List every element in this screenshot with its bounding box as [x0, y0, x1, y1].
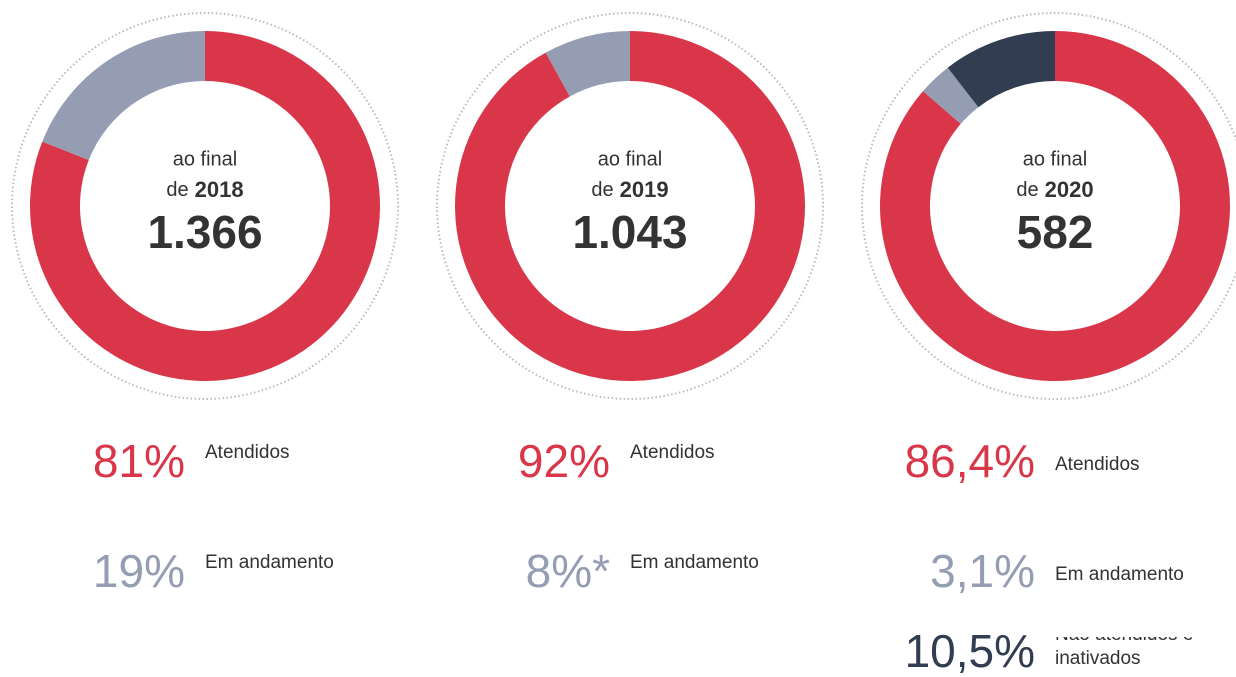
dotted-ring	[861, 12, 1236, 400]
legend-value: 81%	[93, 435, 185, 487]
legend-value: 3,1%	[930, 545, 1035, 597]
legend-label-box: Em andamento	[1055, 564, 1184, 585]
legend-value: 8%*	[526, 545, 610, 597]
legend-label-box: Em andamento	[205, 552, 334, 573]
legend-label: Em andamento	[205, 552, 334, 573]
center-year-line: de 2018	[166, 177, 243, 202]
legend-value: 86,4%	[905, 435, 1035, 487]
legend-value: 92%	[518, 435, 610, 487]
legend-value: 19%	[93, 545, 185, 597]
year-prefix: de	[591, 179, 613, 201]
legend-label: Atendidos	[630, 442, 715, 463]
center-year-line: de 2020	[1016, 177, 1093, 202]
year: 2020	[1045, 177, 1094, 202]
donut-segment	[923, 67, 979, 124]
year: 2019	[620, 177, 669, 202]
legend-label: Atendidos	[1055, 454, 1140, 475]
legend-label: Em andamento	[1055, 564, 1184, 585]
center-total: 1.366	[147, 206, 262, 258]
donut-segment	[545, 31, 630, 97]
center-subtitle: ao final	[1023, 148, 1088, 170]
dotted-ring	[436, 12, 824, 400]
year-prefix: de	[1016, 179, 1038, 201]
legend-label: Não atendidos e inativados	[1055, 637, 1193, 669]
legend-label-box: Atendidos	[205, 442, 290, 463]
legend-label: Atendidos	[205, 442, 290, 463]
center-subtitle: ao final	[598, 148, 663, 170]
dotted-ring	[11, 12, 399, 400]
legend-label: Em andamento	[630, 552, 759, 573]
center-total: 582	[1017, 206, 1094, 258]
donut-segment	[42, 31, 205, 160]
year-prefix: de	[166, 179, 188, 201]
center-total: 1.043	[572, 206, 687, 258]
center-subtitle: ao final	[173, 148, 238, 170]
legend-label-box: Atendidos	[630, 442, 715, 463]
legend-value: 10,5%	[905, 625, 1035, 677]
legend-label-box: Atendidos	[1055, 454, 1140, 475]
donut-segment	[947, 31, 1055, 108]
center-year-line: de 2019	[591, 177, 668, 202]
legend-label-box: Não atendidos e inativados	[1055, 637, 1193, 669]
year: 2018	[195, 177, 244, 202]
legend-label-box: Em andamento	[630, 552, 759, 573]
